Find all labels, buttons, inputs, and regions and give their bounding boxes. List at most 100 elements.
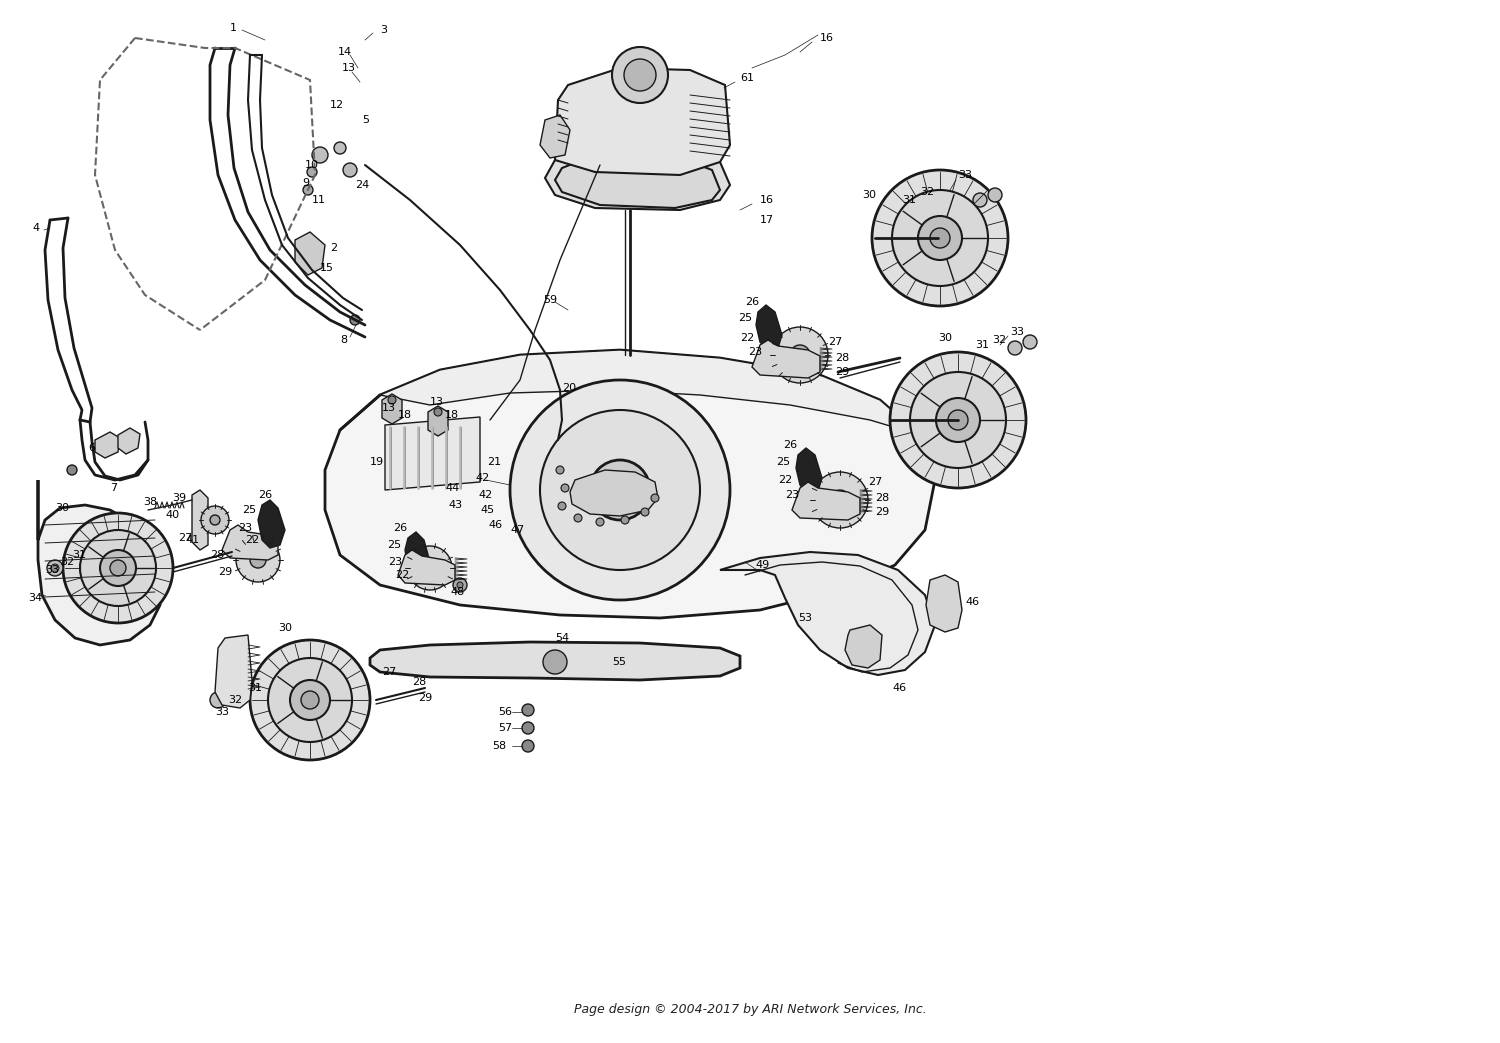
Polygon shape <box>540 115 570 157</box>
Text: 42: 42 <box>476 472 489 483</box>
Text: 59: 59 <box>543 295 556 305</box>
Circle shape <box>522 722 534 734</box>
Text: 30: 30 <box>938 333 952 343</box>
Text: 33: 33 <box>45 565 58 575</box>
Circle shape <box>458 582 464 588</box>
Text: 34: 34 <box>28 593 42 603</box>
Circle shape <box>892 190 989 286</box>
Text: 8: 8 <box>340 335 346 345</box>
Circle shape <box>948 410 968 430</box>
Text: 40: 40 <box>165 510 178 520</box>
Text: 31: 31 <box>975 340 988 350</box>
Text: 26: 26 <box>393 523 406 533</box>
Text: 43: 43 <box>448 500 462 510</box>
Polygon shape <box>38 480 160 645</box>
Circle shape <box>334 142 346 154</box>
Polygon shape <box>570 470 658 516</box>
Circle shape <box>388 396 396 404</box>
Text: 27: 27 <box>382 668 396 677</box>
Circle shape <box>210 692 226 708</box>
Text: 16: 16 <box>760 195 774 205</box>
Polygon shape <box>544 145 730 210</box>
Polygon shape <box>405 532 430 578</box>
Text: 58: 58 <box>492 741 506 751</box>
Polygon shape <box>844 625 882 668</box>
Text: 32: 32 <box>920 187 934 197</box>
Circle shape <box>558 502 566 510</box>
Circle shape <box>651 494 658 502</box>
Polygon shape <box>386 417 480 490</box>
Circle shape <box>210 515 220 525</box>
Text: 18: 18 <box>398 410 412 420</box>
Text: 4: 4 <box>32 223 39 233</box>
Polygon shape <box>555 153 720 208</box>
Polygon shape <box>296 232 326 275</box>
Circle shape <box>68 465 76 475</box>
Text: 15: 15 <box>320 263 334 273</box>
Circle shape <box>830 490 850 510</box>
Text: 30: 30 <box>862 190 876 200</box>
Text: 54: 54 <box>555 633 568 642</box>
Text: 5: 5 <box>362 115 369 125</box>
Text: 46: 46 <box>964 597 980 607</box>
Text: 26: 26 <box>746 297 759 307</box>
Text: 21: 21 <box>488 457 501 467</box>
Circle shape <box>422 560 438 576</box>
Polygon shape <box>756 305 782 351</box>
Text: 26: 26 <box>258 490 272 500</box>
Circle shape <box>522 704 534 715</box>
Circle shape <box>51 564 58 572</box>
Text: 30: 30 <box>278 623 292 633</box>
Text: Page design © 2004-2017 by ARI Network Services, Inc.: Page design © 2004-2017 by ARI Network S… <box>573 1003 927 1017</box>
Circle shape <box>936 398 980 442</box>
Text: 13: 13 <box>342 63 355 73</box>
Text: 17: 17 <box>760 215 774 225</box>
Text: 61: 61 <box>740 73 754 83</box>
Polygon shape <box>427 406 448 436</box>
Polygon shape <box>118 428 140 454</box>
Text: 7: 7 <box>110 483 117 493</box>
Text: 26: 26 <box>783 440 796 450</box>
Polygon shape <box>380 350 920 435</box>
Text: 13: 13 <box>430 397 444 407</box>
Circle shape <box>201 506 229 534</box>
Circle shape <box>303 185 313 195</box>
Text: 11: 11 <box>312 195 326 205</box>
Text: 33: 33 <box>1010 328 1025 337</box>
Circle shape <box>640 508 650 516</box>
Text: 31: 31 <box>248 683 262 693</box>
Circle shape <box>308 167 316 177</box>
Polygon shape <box>258 500 285 548</box>
Circle shape <box>596 518 604 526</box>
Text: 12: 12 <box>330 100 344 110</box>
Text: 57: 57 <box>498 723 512 733</box>
Text: 6: 6 <box>88 443 94 453</box>
Text: 22: 22 <box>778 475 792 485</box>
Text: 23: 23 <box>748 347 762 357</box>
Circle shape <box>1008 341 1022 355</box>
Text: 28: 28 <box>874 493 890 503</box>
Text: 28: 28 <box>836 353 849 363</box>
Circle shape <box>350 315 360 325</box>
Text: 23: 23 <box>784 490 800 500</box>
Text: 38: 38 <box>142 498 158 507</box>
Text: 20: 20 <box>562 383 576 393</box>
Text: 32: 32 <box>60 557 74 567</box>
Text: 25: 25 <box>242 505 256 515</box>
Circle shape <box>510 380 730 600</box>
Text: 24: 24 <box>356 180 369 190</box>
Polygon shape <box>192 490 208 550</box>
Circle shape <box>812 472 868 528</box>
Text: 14: 14 <box>338 47 352 57</box>
Text: 31: 31 <box>72 550 86 560</box>
Polygon shape <box>94 432 120 458</box>
Circle shape <box>624 59 656 91</box>
Circle shape <box>110 560 126 576</box>
Polygon shape <box>752 340 820 378</box>
Text: 28: 28 <box>413 677 426 687</box>
Text: 33: 33 <box>958 170 972 180</box>
Polygon shape <box>222 525 278 560</box>
Text: 56: 56 <box>498 707 512 717</box>
Circle shape <box>974 193 987 207</box>
Circle shape <box>930 228 950 248</box>
